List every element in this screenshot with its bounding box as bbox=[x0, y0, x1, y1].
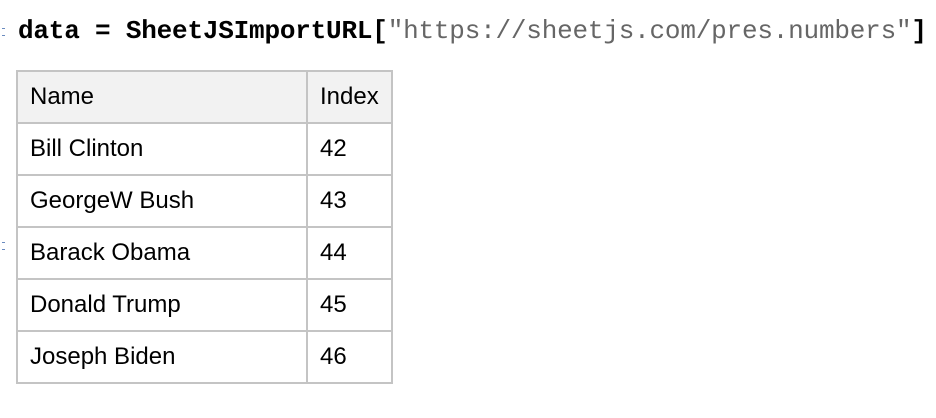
open-bracket: [ bbox=[372, 16, 388, 46]
header-name: Name bbox=[16, 70, 308, 124]
table-row: GeorgeW Bush 43 bbox=[16, 174, 393, 228]
input-cell-code[interactable]: data = SheetJSImportURL["https://sheetjs… bbox=[18, 14, 927, 48]
output-table: Name Index Bill Clinton 42 GeorgeW Bush … bbox=[16, 70, 393, 384]
cell-name: GeorgeW Bush bbox=[16, 174, 308, 228]
cell-name: Donald Trump bbox=[16, 278, 308, 332]
close-bracket: ] bbox=[911, 16, 927, 46]
function-name: SheetJSImportURL bbox=[125, 16, 373, 46]
cell-index: 44 bbox=[306, 226, 393, 280]
table-row: Barack Obama 44 bbox=[16, 226, 393, 280]
assignment: data = bbox=[18, 16, 126, 46]
table-header-row: Name Index bbox=[16, 70, 393, 124]
table-row: Donald Trump 45 bbox=[16, 278, 393, 332]
header-index: Index bbox=[306, 70, 393, 124]
cell-name: Bill Clinton bbox=[16, 122, 308, 176]
url-string: "https://sheetjs.com/pres.numbers" bbox=[387, 16, 912, 46]
cell-name: Barack Obama bbox=[16, 226, 308, 280]
cell-index: 46 bbox=[306, 330, 393, 384]
cell-name: Joseph Biden bbox=[16, 330, 308, 384]
cell-index: 45 bbox=[306, 278, 393, 332]
table-row: Joseph Biden 46 bbox=[16, 330, 393, 384]
table-row: Bill Clinton 42 bbox=[16, 122, 393, 176]
input-cell-marker[interactable] bbox=[2, 28, 5, 36]
output-cell-marker[interactable] bbox=[2, 242, 5, 250]
cell-index: 42 bbox=[306, 122, 393, 176]
cell-index: 43 bbox=[306, 174, 393, 228]
